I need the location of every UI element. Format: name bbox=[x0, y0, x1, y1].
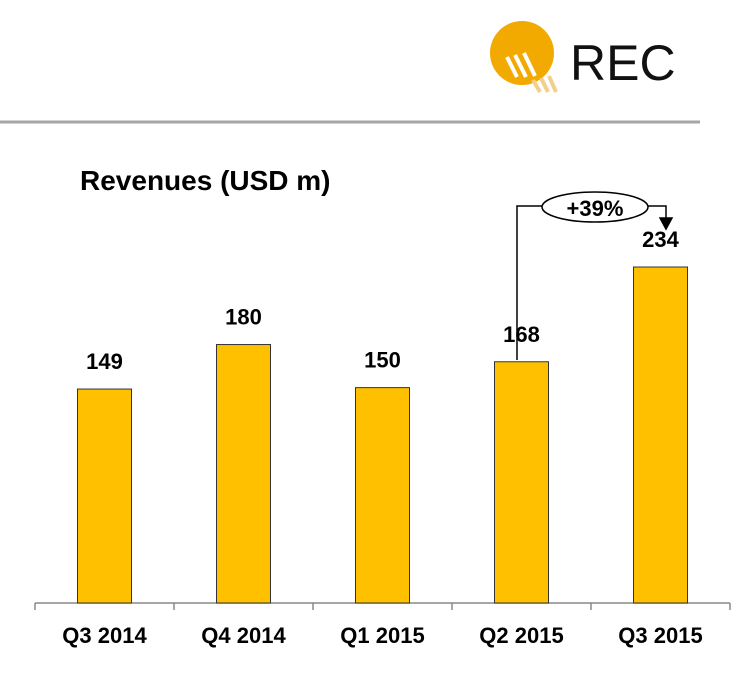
chart-title: Revenues (USD m) bbox=[80, 165, 331, 196]
bar bbox=[355, 387, 410, 604]
logo-text: REC bbox=[570, 35, 676, 91]
rec-logo: REC bbox=[490, 21, 676, 94]
bar bbox=[216, 344, 271, 604]
category-label: Q4 2014 bbox=[201, 623, 286, 648]
bar bbox=[77, 388, 132, 604]
data-label: 150 bbox=[364, 348, 401, 373]
data-label: 168 bbox=[503, 322, 540, 347]
data-label: 149 bbox=[86, 349, 123, 374]
bar bbox=[633, 266, 688, 604]
data-label: 234 bbox=[642, 227, 679, 252]
growth-label: +39% bbox=[567, 196, 624, 221]
category-label: Q1 2015 bbox=[340, 623, 424, 648]
bar bbox=[494, 361, 549, 604]
growth-annotation bbox=[516, 191, 674, 360]
category-label: Q3 2015 bbox=[618, 623, 702, 648]
data-label: 180 bbox=[225, 305, 262, 330]
category-label: Q3 2014 bbox=[62, 623, 147, 648]
category-label: Q2 2015 bbox=[479, 623, 563, 648]
